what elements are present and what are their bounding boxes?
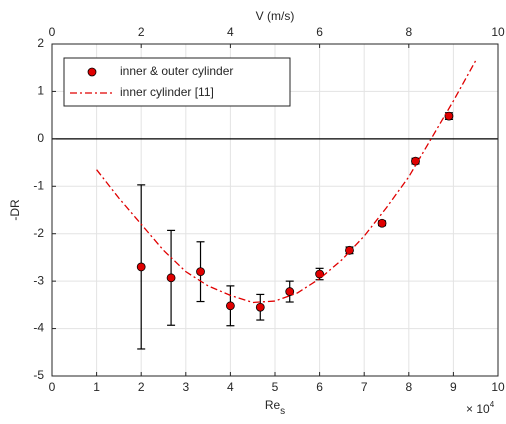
y-tick-label: -3 <box>33 273 44 287</box>
x-multiplier-exponent: 4 <box>490 400 495 409</box>
x-axis-label-main: Re <box>265 398 281 412</box>
y-tick-label: -1 <box>33 178 44 192</box>
x-tick-label: 0 <box>49 380 56 394</box>
x2-tick-label: 2 <box>138 25 145 39</box>
x2-tick-label: 0 <box>49 25 56 39</box>
x-tick-label: 1 <box>93 380 100 394</box>
x-tick-label: 6 <box>316 380 323 394</box>
data-point <box>255 302 265 312</box>
legend-box <box>63 57 291 107</box>
x-multiplier: × 104 <box>466 400 495 416</box>
data-point <box>377 218 387 228</box>
x-tick-label: 4 <box>227 380 234 394</box>
data-point <box>166 273 176 283</box>
x2-axis-label: V (m/s) <box>256 9 295 23</box>
x-tick-label: 5 <box>272 380 279 394</box>
y-tick-label: -2 <box>33 226 44 240</box>
legend-marker <box>87 67 97 77</box>
x-tick-label: 9 <box>450 380 457 394</box>
x-tick-label: 7 <box>361 380 368 394</box>
y-tick-label: -4 <box>33 321 44 335</box>
data-point <box>345 245 354 255</box>
x-tick-label: 10 <box>491 380 505 394</box>
data-line <box>96 60 477 304</box>
y-tick-label: 2 <box>37 36 44 50</box>
data-point <box>315 269 325 279</box>
x2-tick-label: 4 <box>227 25 234 39</box>
y-tick-label: 0 <box>37 131 44 145</box>
data-point <box>196 267 205 277</box>
x2-tick-label: 6 <box>316 25 323 39</box>
data-point <box>285 287 295 296</box>
x-axis-label: Res <box>265 398 285 416</box>
x-tick-label: 2 <box>138 380 145 394</box>
x2-tick-label: 8 <box>405 25 412 39</box>
x-tick-label: 8 <box>405 380 412 394</box>
y-tick-label: -5 <box>33 368 44 382</box>
data-point <box>225 301 235 311</box>
x-multiplier-base: × 10 <box>466 402 490 416</box>
x-tick-label: 3 <box>182 380 189 394</box>
y-axis-label: -DR <box>8 199 22 221</box>
x2-tick-label: 10 <box>491 25 505 39</box>
x-axis-label-subscript: s <box>280 406 285 417</box>
data-point <box>136 262 146 272</box>
legend-label: inner & outer cylinder <box>120 64 233 78</box>
y-tick-label: 1 <box>37 84 44 98</box>
legend-label: inner cylinder [11] <box>120 85 214 99</box>
data-point <box>444 111 454 121</box>
